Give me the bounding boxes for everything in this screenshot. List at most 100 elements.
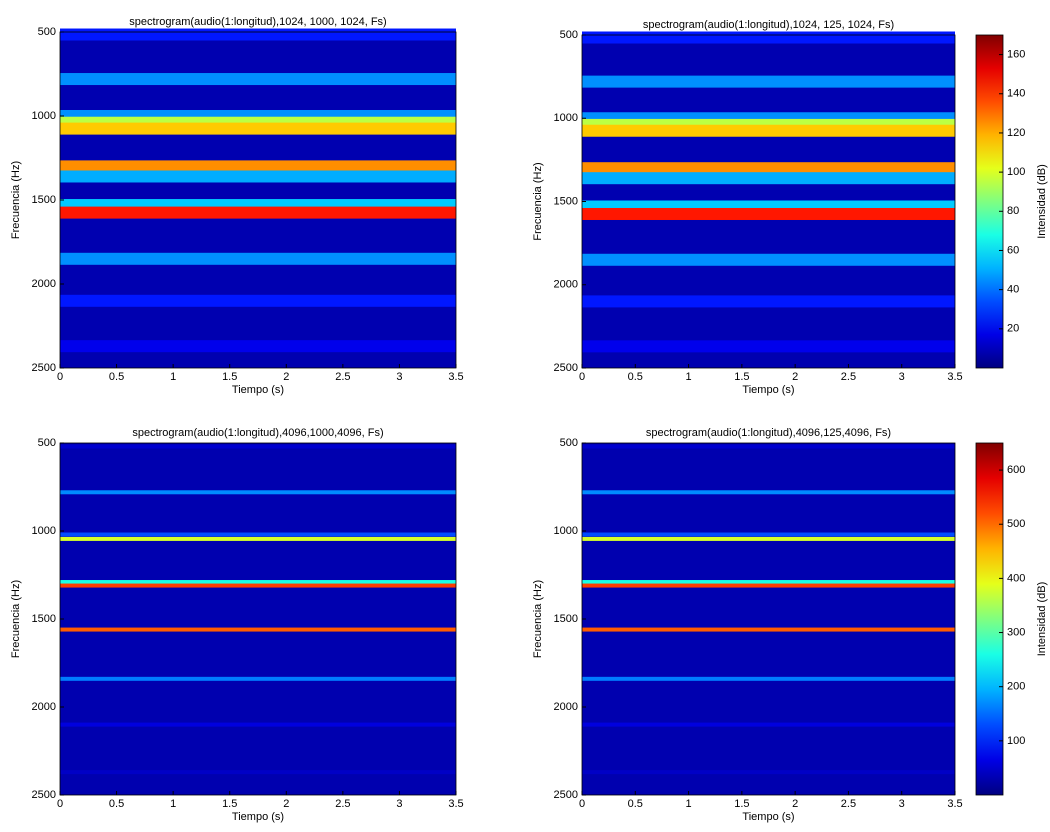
band [60,294,456,307]
x-tick-label: 1 [170,798,176,810]
band [582,722,955,727]
chart-title: spectrogram(audio(1:longitud),1024, 1000… [129,16,386,28]
y-tick-label: 1000 [554,112,578,124]
y-tick-label: 1500 [554,195,578,207]
band [60,536,456,541]
band [582,253,955,266]
x-tick-label: 3 [396,371,402,383]
x-tick-label: 1 [686,371,692,383]
x-tick-label: 0 [57,798,63,810]
x-tick-label: 3.5 [947,798,962,810]
chart-title: spectrogram(audio(1:longitud),4096,1000,… [132,427,383,439]
band [582,580,955,585]
y-tick-label: 2500 [554,789,578,801]
band [582,676,955,681]
band [582,532,955,537]
x-tick-label: 1.5 [734,798,749,810]
band [582,124,955,137]
x-axis-label: Tiempo (s) [232,384,284,396]
y-tick-label: 2500 [32,362,56,374]
colorbar-tick-label: 600 [1007,464,1025,476]
y-tick-label: 2500 [32,789,56,801]
x-tick-label: 3 [899,371,905,383]
band [60,252,456,265]
colorbar-tick-label: 200 [1007,681,1025,693]
band [60,340,456,353]
band [60,28,456,41]
y-tick-label: 1000 [32,525,56,537]
colorbar-label: Intensidad (dB) [1036,582,1048,657]
x-tick-label: 1 [170,371,176,383]
y-axis-label: Frecuencia (Hz) [532,162,544,240]
y-tick-label: 500 [560,437,578,449]
colorbar-tick-label: 160 [1007,48,1025,60]
x-tick-label: 3 [396,798,402,810]
y-axis-label: Frecuencia (Hz) [10,161,22,239]
band [582,207,955,220]
colorbar-tick-label: 100 [1007,166,1025,178]
x-tick-label: 3.5 [448,371,463,383]
y-tick-label: 1500 [554,613,578,625]
band [582,770,955,775]
x-tick-label: 2.5 [335,371,350,383]
x-tick-label: 1.5 [222,371,237,383]
x-tick-label: 0.5 [628,798,643,810]
band [582,490,955,495]
band [60,676,456,681]
band [582,75,955,88]
y-tick-label: 2000 [32,278,56,290]
x-tick-label: 0.5 [109,371,124,383]
y-tick-label: 2000 [32,701,56,713]
band [60,770,456,775]
x-tick-label: 2 [792,798,798,810]
y-tick-label: 500 [38,26,56,38]
band [60,627,456,632]
chart-title: spectrogram(audio(1:longitud),4096,125,4… [646,427,891,439]
colorbar-tick-label: 80 [1007,205,1019,217]
band [60,170,456,183]
x-axis-label: Tiempo (s) [742,384,794,396]
band [60,722,456,727]
x-tick-label: 2.5 [841,798,856,810]
colorbar [975,442,1004,796]
band [582,31,955,44]
band [582,583,955,588]
y-tick-label: 2000 [554,279,578,291]
x-tick-label: 2.5 [335,798,350,810]
band [60,583,456,588]
colorbar-tick-label: 100 [1007,735,1025,747]
x-tick-label: 1.5 [222,798,237,810]
chart-title: spectrogram(audio(1:longitud),1024, 125,… [643,19,894,31]
x-axis-label: Tiempo (s) [232,811,284,823]
colorbar-tick-label: 500 [1007,518,1025,530]
x-tick-label: 1 [686,798,692,810]
colorbar-tick-label: 400 [1007,572,1025,584]
band [582,340,955,353]
y-tick-label: 500 [38,437,56,449]
x-tick-label: 1.5 [734,371,749,383]
band [60,532,456,537]
band [60,160,456,173]
band [582,162,955,175]
x-tick-label: 2 [283,371,289,383]
x-tick-label: 0 [579,798,585,810]
colorbar-tick-label: 120 [1007,127,1025,139]
y-tick-label: 2000 [554,701,578,713]
band [582,536,955,541]
x-tick-label: 2 [792,371,798,383]
band [60,580,456,585]
x-tick-label: 3.5 [448,798,463,810]
colorbar-label: Intensidad (dB) [1036,164,1048,239]
colorbar [975,34,1004,369]
y-axis-label: Frecuencia (Hz) [10,580,22,658]
background [582,443,955,795]
x-tick-label: 3.5 [947,371,962,383]
colorbar-tick-label: 60 [1007,244,1019,256]
band [582,444,955,449]
y-tick-label: 500 [560,29,578,41]
x-tick-label: 0.5 [628,371,643,383]
band [582,172,955,185]
colorbar-tick-label: 40 [1007,284,1019,296]
colorbar-tick-label: 20 [1007,323,1019,335]
